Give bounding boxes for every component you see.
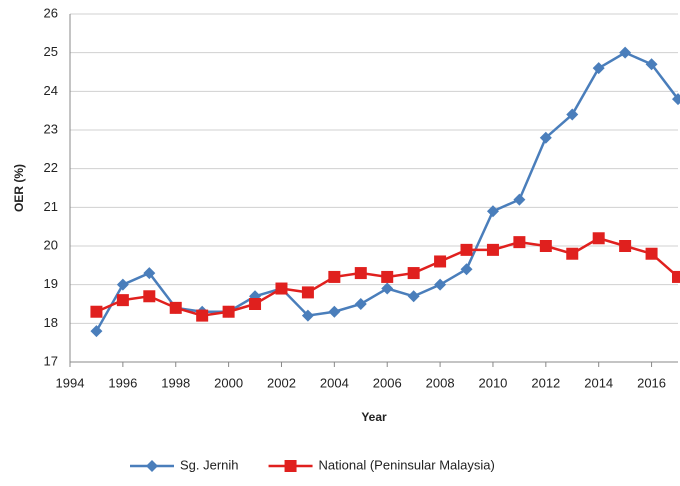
- data-point: [486, 243, 499, 256]
- data-point: [354, 267, 367, 280]
- y-tick-label: 17: [44, 353, 58, 368]
- x-tick-label: 1998: [161, 375, 190, 390]
- data-point: [672, 270, 680, 283]
- data-point: [301, 309, 314, 322]
- data-point: [381, 270, 394, 283]
- data-point: [513, 193, 526, 206]
- data-point: [407, 290, 420, 303]
- data-point: [275, 282, 288, 295]
- data-point: [619, 240, 632, 252]
- data-point: [539, 240, 552, 252]
- data-point: [196, 309, 209, 322]
- x-tick-label: 1996: [108, 375, 137, 390]
- x-tick-label: 2014: [584, 375, 613, 390]
- y-tick-label: 18: [44, 315, 58, 330]
- legend-label: National (Peninsular Malaysia): [319, 457, 495, 472]
- data-point: [592, 232, 605, 245]
- data-point: [328, 270, 341, 283]
- data-point: [90, 325, 103, 338]
- x-tick-label: 2008: [426, 375, 455, 390]
- x-tick-label: 2006: [373, 375, 402, 390]
- data-point: [486, 205, 499, 218]
- data-point: [222, 305, 235, 318]
- data-point: [434, 255, 447, 268]
- legend-marker: [146, 460, 158, 472]
- data-point: [672, 93, 680, 106]
- data-point: [301, 286, 314, 299]
- x-axis-label: Year: [361, 410, 387, 424]
- y-tick-label: 24: [44, 83, 58, 98]
- data-point: [328, 305, 341, 318]
- x-tick-label: 2000: [214, 375, 243, 390]
- data-point: [592, 62, 605, 75]
- y-tick-label: 23: [44, 121, 58, 136]
- data-point: [645, 247, 658, 260]
- data-point: [539, 131, 552, 144]
- data-point: [566, 108, 579, 121]
- y-tick-label: 25: [44, 44, 58, 59]
- x-tick-label: 2016: [637, 375, 666, 390]
- data-point: [90, 305, 103, 318]
- legend-label: Sg. Jernih: [180, 457, 239, 472]
- data-point: [407, 267, 420, 280]
- data-point: [249, 298, 262, 310]
- data-point: [566, 247, 579, 260]
- y-axis-label: OER (%): [12, 164, 26, 212]
- legend-marker: [284, 460, 297, 472]
- x-tick-label: 1994: [56, 375, 85, 390]
- data-point: [354, 298, 367, 310]
- x-tick-label: 2004: [320, 375, 349, 390]
- y-tick-label: 19: [44, 276, 58, 291]
- data-point: [619, 46, 632, 59]
- data-point: [460, 243, 473, 256]
- data-point: [645, 58, 658, 71]
- data-point: [169, 301, 182, 314]
- data-point: [143, 267, 156, 280]
- y-tick-label: 22: [44, 160, 58, 175]
- data-point: [381, 282, 394, 295]
- x-tick-label: 2010: [478, 375, 507, 390]
- data-point: [116, 294, 129, 307]
- data-point: [143, 290, 156, 303]
- data-point: [116, 278, 129, 291]
- data-point: [460, 263, 473, 276]
- y-tick-label: 21: [44, 199, 58, 214]
- y-tick-label: 26: [44, 5, 58, 20]
- data-point: [513, 236, 526, 249]
- x-tick-label: 2012: [531, 375, 560, 390]
- data-point: [434, 278, 447, 291]
- x-tick-label: 2002: [267, 375, 296, 390]
- y-tick-label: 20: [44, 237, 58, 252]
